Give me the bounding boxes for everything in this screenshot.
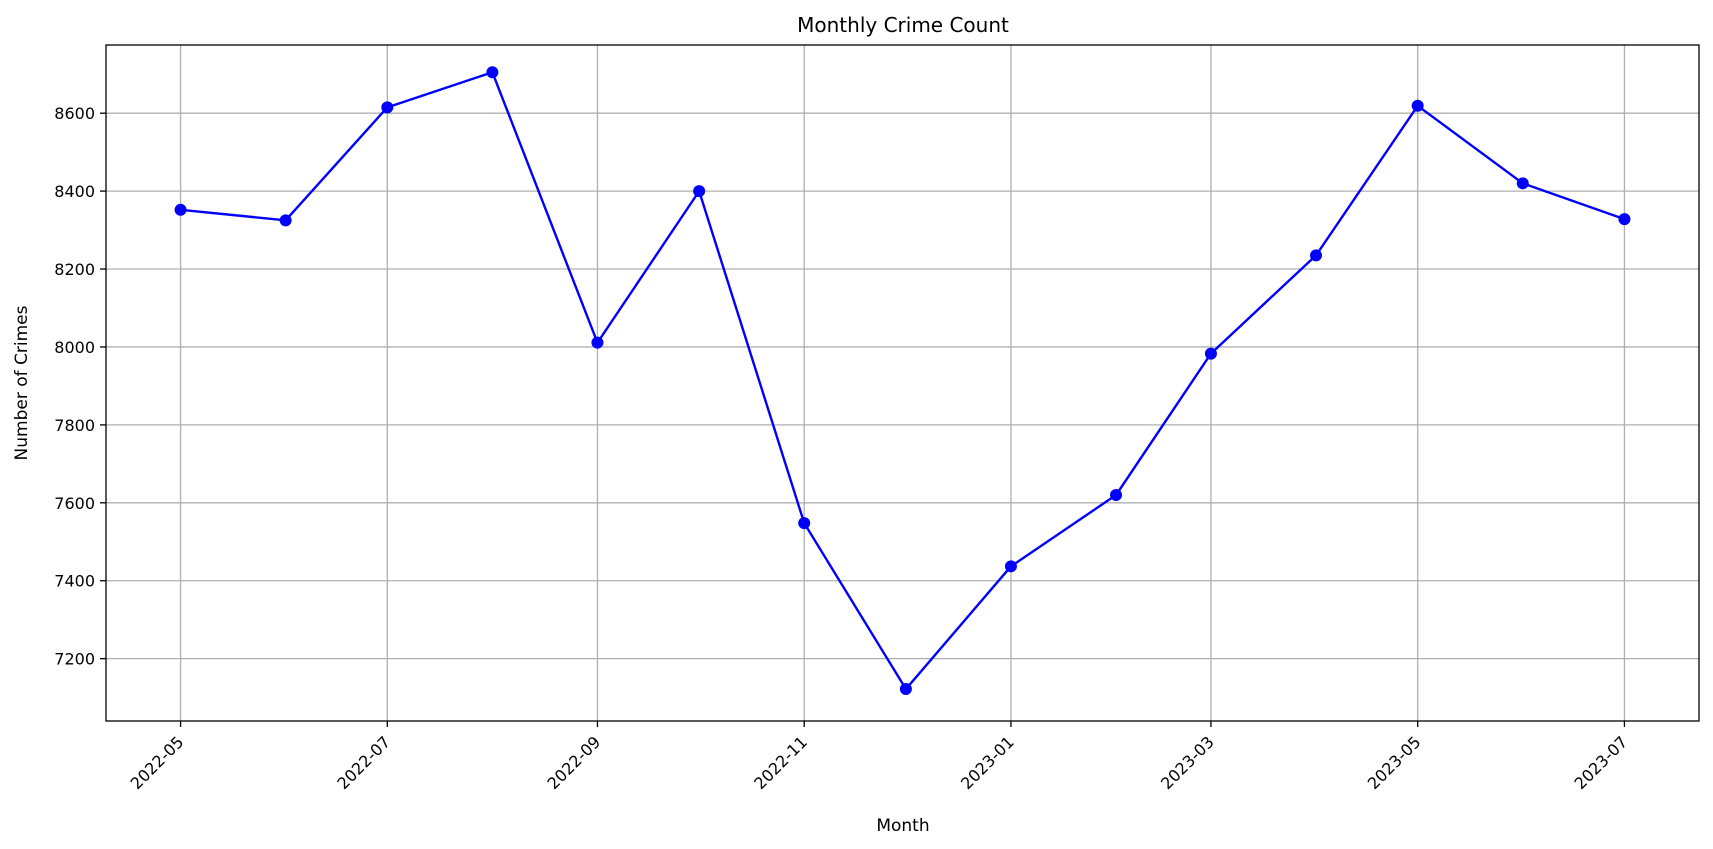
data-point (381, 101, 394, 114)
y-tick-label: 8600 (54, 104, 95, 123)
data-point (279, 214, 292, 227)
y-tick-label: 8000 (54, 338, 95, 357)
grid-lines (106, 45, 1699, 721)
data-point (1110, 489, 1123, 502)
data-point (798, 517, 811, 530)
series-group (174, 66, 1631, 696)
y-tick-label: 7400 (54, 572, 95, 591)
chart-title: Monthly Crime Count (797, 13, 1009, 37)
y-axis: 7200 7400 7600 7800 8000 8200 8400 8600 (54, 104, 106, 669)
data-point (1516, 177, 1529, 190)
data-point (591, 336, 604, 349)
data-point (693, 185, 706, 198)
data-point (1618, 213, 1631, 226)
y-tick-label: 7800 (54, 416, 95, 435)
y-tick-label: 7600 (54, 494, 95, 513)
y-axis-label: Number of Crimes (12, 305, 32, 460)
data-point (1411, 99, 1424, 112)
y-tick-label: 7200 (54, 650, 95, 669)
data-point (1310, 249, 1323, 262)
y-tick-label: 8400 (54, 182, 95, 201)
data-point (1204, 347, 1217, 360)
x-axis-label: Month (876, 816, 929, 836)
data-point (174, 203, 187, 216)
data-point (899, 683, 912, 696)
data-point (1004, 560, 1017, 573)
data-point (486, 66, 499, 79)
plot-frame (105, 44, 1700, 722)
y-tick-label: 8200 (54, 260, 95, 279)
